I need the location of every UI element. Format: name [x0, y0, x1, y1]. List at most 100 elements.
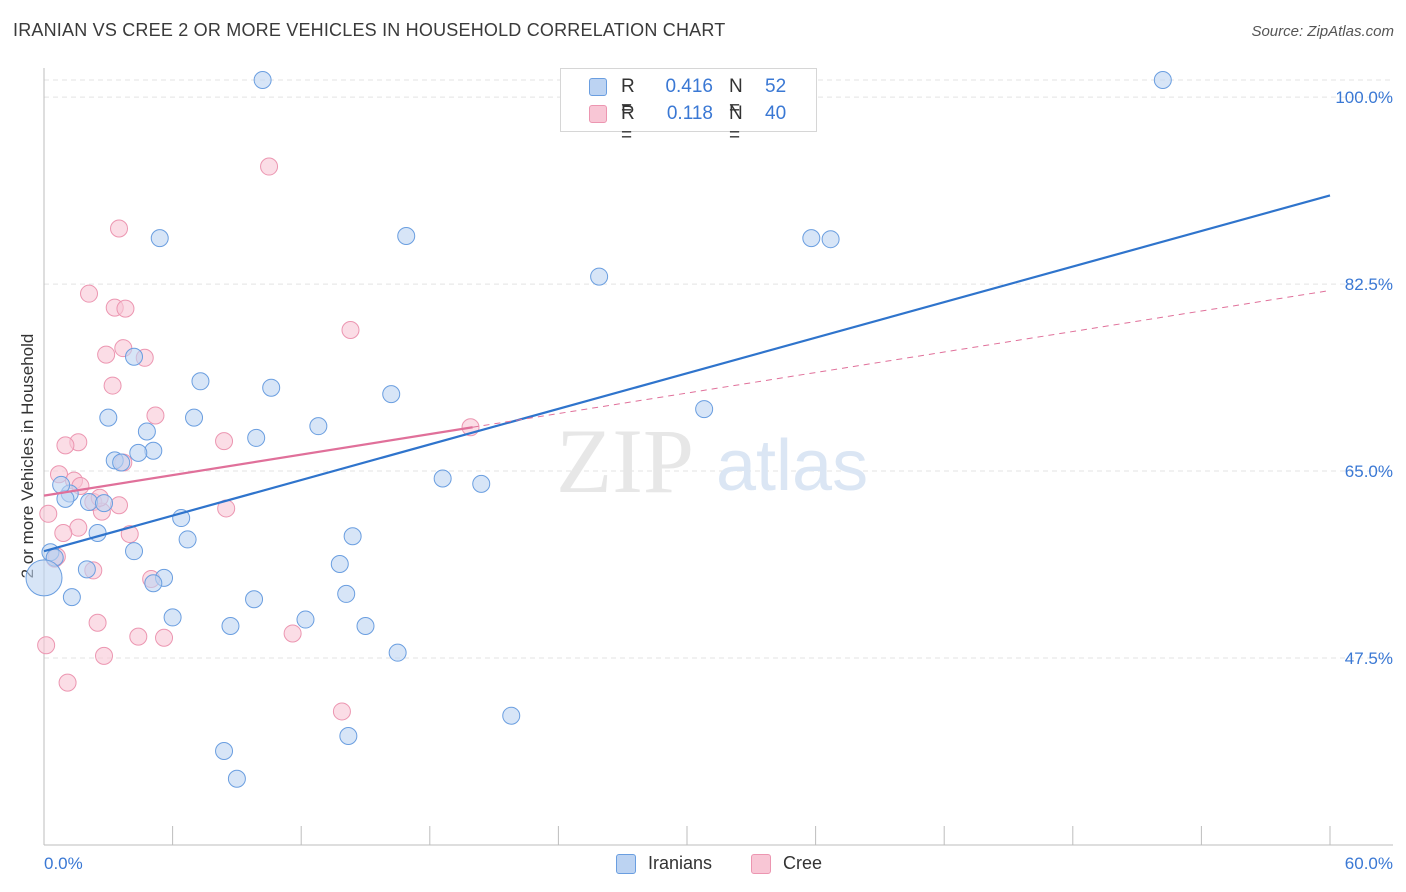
- watermark-zip: ZIP: [556, 410, 694, 512]
- cree-r-label: R =: [621, 103, 635, 146]
- cree-n-label: N =: [729, 103, 743, 146]
- y-tick-label: 100.0%: [1335, 88, 1393, 107]
- cree-n-value: 40: [765, 103, 787, 124]
- gridlines: [44, 79, 1393, 659]
- iranians-point: [95, 494, 114, 513]
- cree-point: [146, 406, 165, 425]
- iranians-point: [215, 741, 234, 760]
- cree-point: [58, 673, 77, 692]
- iranians-point: [129, 443, 148, 462]
- iranians-point: [227, 769, 246, 788]
- iranians-point: [137, 422, 156, 441]
- cree-point: [69, 518, 88, 537]
- cree-point: [215, 432, 234, 451]
- iranians-point: [343, 527, 362, 546]
- cree-point: [110, 219, 129, 238]
- legend-swatch-iranians: [616, 854, 636, 874]
- iranians-point: [112, 453, 131, 472]
- iranians-point: [221, 616, 240, 635]
- cree-point: [116, 299, 135, 318]
- iranians-point: [245, 590, 264, 609]
- cree-point: [37, 636, 56, 655]
- iranians-point: [388, 643, 407, 662]
- cree-point: [39, 504, 58, 523]
- iranians-point: [356, 616, 375, 635]
- cree-point: [120, 525, 139, 544]
- iranians-point: [80, 493, 99, 512]
- iranians-n-value: 52: [765, 76, 787, 97]
- x-tick-label-min: 0.0%: [44, 854, 83, 873]
- tick-labels: 47.5% 65.0% 82.5% 100.0% 0.0% 60.0%: [44, 88, 1393, 873]
- iranians-point: [163, 608, 182, 627]
- cree-point: [80, 284, 99, 303]
- cree-point: [283, 624, 302, 643]
- iranians-point: [296, 610, 315, 629]
- iranians-point: [802, 229, 821, 248]
- iranians-point: [821, 230, 840, 249]
- iranians-point: [502, 706, 521, 725]
- cree-r-value: 0.118: [666, 103, 713, 124]
- iranians-point: [144, 441, 163, 460]
- iranians-r-label: R =: [621, 76, 635, 119]
- cree-point: [110, 496, 129, 515]
- iranians-point: [330, 555, 349, 574]
- iranians-point: [339, 727, 358, 746]
- y-tick-label: 82.5%: [1345, 275, 1393, 294]
- cree-point: [54, 524, 73, 543]
- y-tick-label: 65.0%: [1345, 462, 1393, 481]
- legend-label-iranians: Iranians: [648, 853, 713, 873]
- iranians-point: [247, 428, 266, 447]
- cree-point: [129, 627, 148, 646]
- x-tick-label-max: 60.0%: [1345, 854, 1393, 873]
- iranians-point: [144, 574, 163, 593]
- iranians-point: [590, 267, 609, 286]
- watermark-atlas: atlas: [716, 426, 868, 506]
- iranians-point: [25, 559, 63, 597]
- iranians-point: [62, 588, 81, 607]
- cree-point: [95, 646, 114, 665]
- iranians-trend-line: [43, 194, 1331, 553]
- iranians-point: [77, 560, 96, 579]
- iranians-point: [382, 385, 401, 404]
- iranians-point: [433, 469, 452, 488]
- cree-swatch: [589, 105, 607, 123]
- legend-label-cree: Cree: [783, 853, 823, 873]
- iranians-point: [309, 417, 328, 436]
- iranians-point: [397, 226, 416, 245]
- iranians-point: [191, 372, 210, 391]
- cree-point: [88, 613, 107, 632]
- source-credit: Source: ZipAtlas.com: [1251, 23, 1394, 40]
- axes: [43, 68, 1393, 846]
- cree-trend-line: [43, 426, 473, 497]
- iranians-point: [253, 71, 272, 89]
- iranians-point: [185, 408, 204, 427]
- iranians-point: [1153, 71, 1172, 89]
- stats-box: R = 0.416 N = 52 R = 0.118 N = 40: [560, 68, 817, 146]
- cree-point: [260, 157, 279, 176]
- iranians-points: [25, 71, 1172, 788]
- y-tick-label: 47.5%: [1345, 649, 1393, 668]
- cree-point: [332, 702, 351, 721]
- cree-point: [155, 628, 174, 647]
- chart-title: IRANIAN VS CREE 2 OR MORE VEHICLES IN HO…: [13, 20, 726, 40]
- iranians-point: [125, 347, 144, 366]
- iranians-point: [472, 474, 491, 493]
- iranians-point: [337, 584, 356, 603]
- cree-point: [341, 321, 360, 340]
- iranians-point: [178, 530, 197, 549]
- iranians-point: [695, 400, 714, 419]
- iranians-point: [262, 378, 281, 397]
- iranians-n-label: N =: [729, 76, 743, 119]
- iranians-point: [125, 542, 144, 561]
- cree-point: [97, 345, 116, 364]
- iranians-swatch: [589, 78, 607, 96]
- iranians-r-value: 0.416: [665, 76, 713, 97]
- cree-point: [56, 436, 75, 455]
- iranians-point: [150, 229, 169, 248]
- cree-point: [103, 376, 122, 395]
- legend-swatch-cree: [751, 854, 771, 874]
- watermark: ZIP atlas: [556, 410, 868, 512]
- cree-trend-extension: [472, 289, 1331, 428]
- iranians-point: [99, 408, 118, 427]
